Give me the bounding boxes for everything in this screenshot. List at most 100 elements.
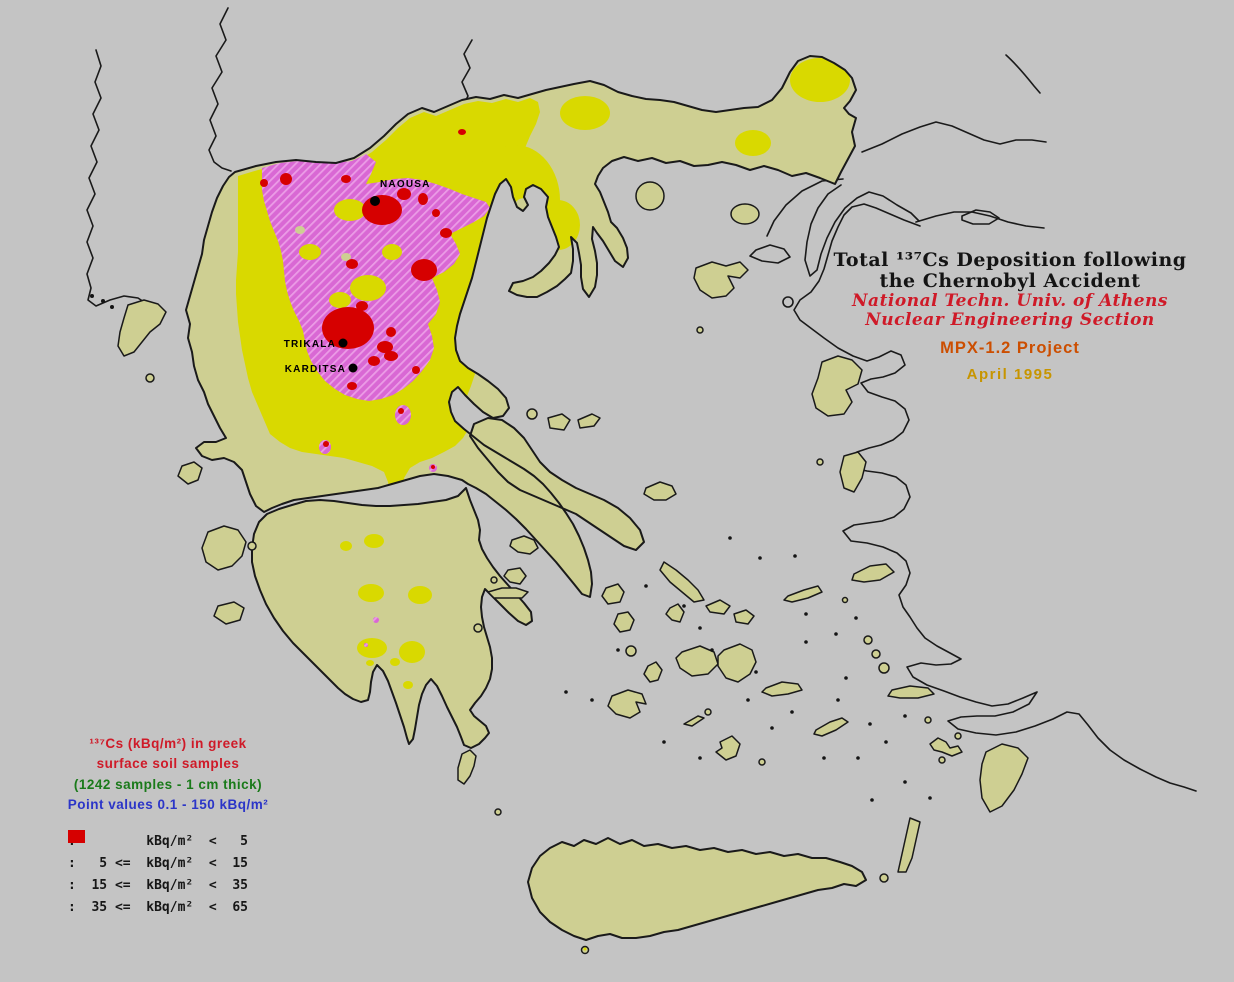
island-skiathos [526,408,538,420]
island-nisyros [924,716,932,724]
island-skopelos [547,413,571,431]
islet-dots [90,294,932,802]
project-line: MPX-1.2 Project [940,338,1080,357]
black-sea-coast-fragment [1005,54,1041,94]
island-antikythera [494,808,502,816]
island-limnos [693,261,749,299]
island-tilos [938,756,946,764]
turkish-thrace-coast [861,121,1047,153]
island-naxos [717,643,757,683]
island-kasos [879,873,889,883]
legend-header-line-4: Point values 0.1 - 150 kBq/m² [67,796,269,812]
north-border-line [208,7,232,172]
island-alonissos [577,413,601,429]
island-ikaria [783,585,823,603]
island-hydra [487,587,529,599]
island-lesbos [811,355,863,417]
island-ios [761,681,803,697]
legend-row-text: : kBq/m² < 5 [68,833,249,849]
bozcaada-outline [782,296,794,308]
island-tinos [705,599,731,615]
island-skyros [643,481,677,501]
title-line-2: the Chernobyl Accident [879,269,1141,292]
island-paros [675,645,719,677]
island-zakynthos [213,601,245,625]
island-kythera [457,749,477,785]
marmara-island-outline [961,209,1000,225]
island-spetses [473,623,483,633]
institution-line-2: Nuclear Engineering Section [865,310,1155,331]
island-symi [954,732,962,740]
legend-row-15-35: : 15 <= kBq/m² < 35 [68,830,249,896]
island-paxi [145,373,155,383]
island-mykonos [733,609,755,625]
island-astypalea [929,737,963,757]
island-anafi [758,758,766,766]
legend-header-line-2: surface soil samples [96,756,240,772]
island-karpathos [897,817,921,873]
legend-row-text: : 5 <= kBq/m² < 15 [68,855,249,871]
island-aegina [503,567,527,585]
title-block: Total ¹³⁷Cs Deposition following the Che… [826,250,1194,383]
institution-line-1: National Techn. Univ. of Athens [852,291,1168,312]
island-rhodes [979,743,1029,813]
island-amorgos [813,717,849,737]
island-samos [851,563,895,583]
island-syros [665,603,685,623]
legend-header: ¹³⁷Cs (kBq/m²) in greek surface soil sam… [38,734,298,815]
island-sikinos [704,708,712,716]
gokceada-outline [749,244,791,264]
trikala-label: TRIKALA [284,339,336,350]
island-patmos [878,662,890,674]
title-line-1: Total ¹³⁷Cs Deposition following [833,249,1187,271]
island-salamina [509,535,539,555]
legend-row-35-65: : 35 <= kBq/m² < 65 [68,830,249,918]
island-kos [887,685,935,699]
date-line: April 1995 [966,365,1054,383]
island-serifos [625,645,637,657]
legend-header-line-1: ¹³⁷Cs (kBq/m²) in greek [89,736,247,751]
island-kefalonia [201,525,247,571]
island-lefkada [177,461,203,485]
island-chios [839,451,867,493]
legend-row-text: : 35 <= kBq/m² < 65 [68,899,249,915]
island-sifnos [643,661,663,683]
island-leros [871,649,881,659]
island-corfu [117,299,167,357]
legend-row-5-15: : 5 <= kBq/m² < 15 [68,830,249,874]
yellow-holes-in-magenta [299,199,402,308]
island-kea [601,583,625,605]
vardar-border-line [461,39,473,107]
island-ithaki [247,541,257,551]
anatolia-coastline [793,203,1197,792]
gavdos-yellow-spot [583,947,587,951]
island-fourni [841,596,849,604]
karditsa-dot [348,363,358,373]
island-kythnos [613,611,635,633]
legend-rows: : kBq/m² < 5 : 5 <= kBq/m² < 15 : 15 <= … [68,830,248,918]
city-markers: NAOUSA TRIKALA KARDITSA [284,179,431,375]
legend-row-below-5: : kBq/m² < 5 [68,830,248,852]
karditsa-label: KARDITSA [285,364,346,375]
island-folegandros [683,715,705,727]
island-andros [659,561,705,603]
island-thasos [635,181,665,211]
island-agios-efstratios [696,326,704,334]
island-santorini [715,735,741,761]
legend-row-text: : 15 <= kBq/m² < 35 [68,877,249,893]
trikala-dot [338,338,348,348]
island-psara [816,458,824,466]
islands [117,181,1029,955]
island-poros [490,576,498,584]
island-milos [607,689,647,719]
naousa-label: NAOUSA [380,179,431,190]
legend-swatch-red [68,830,85,843]
naousa-dot [370,196,380,206]
marmara-south-coast [915,211,1045,229]
island-samothraki [730,203,760,225]
legend-header-line-3: (1242 samples - 1 cm thick) [73,776,263,792]
island-kalymnos [863,635,873,645]
